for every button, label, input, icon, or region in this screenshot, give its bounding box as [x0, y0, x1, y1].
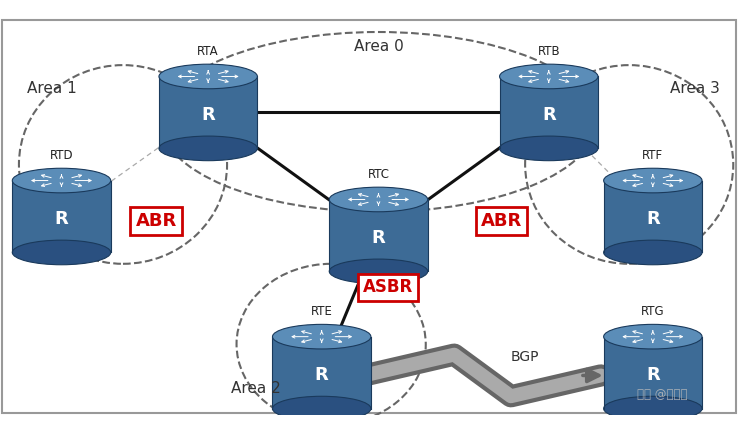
FancyBboxPatch shape [329, 200, 427, 271]
Ellipse shape [500, 64, 598, 89]
FancyBboxPatch shape [13, 181, 111, 252]
Ellipse shape [604, 168, 702, 193]
Text: ABR: ABR [481, 212, 522, 230]
Ellipse shape [604, 324, 702, 349]
Ellipse shape [159, 64, 258, 89]
Ellipse shape [159, 136, 258, 161]
Text: BGP: BGP [511, 349, 539, 364]
Text: R: R [315, 366, 328, 385]
Text: Area 1: Area 1 [27, 81, 77, 96]
Text: RTG: RTG [641, 305, 665, 318]
Text: ASBR: ASBR [363, 278, 413, 297]
Text: RTC: RTC [368, 168, 390, 181]
Ellipse shape [272, 324, 371, 349]
Text: RTB: RTB [537, 45, 560, 58]
Text: Area 0: Area 0 [354, 39, 404, 54]
FancyBboxPatch shape [272, 337, 371, 409]
FancyBboxPatch shape [604, 337, 702, 409]
Text: ABR: ABR [136, 212, 176, 230]
Ellipse shape [272, 396, 371, 421]
Text: R: R [542, 106, 556, 124]
Ellipse shape [329, 187, 427, 212]
Text: Area 2: Area 2 [230, 381, 280, 396]
Text: RTA: RTA [197, 45, 219, 58]
Ellipse shape [604, 240, 702, 265]
Text: R: R [646, 366, 660, 385]
FancyBboxPatch shape [159, 77, 258, 149]
Text: RTE: RTE [311, 305, 333, 318]
Text: RTF: RTF [642, 149, 663, 162]
Text: R: R [201, 106, 215, 124]
Ellipse shape [329, 259, 427, 284]
Ellipse shape [13, 240, 111, 265]
Text: R: R [372, 229, 385, 247]
Text: Area 3: Area 3 [671, 81, 720, 96]
Text: 知乎 @攻城尸: 知乎 @攻城尸 [637, 388, 688, 401]
Text: R: R [646, 210, 660, 228]
Ellipse shape [604, 396, 702, 421]
Text: R: R [55, 210, 69, 228]
FancyBboxPatch shape [604, 181, 702, 252]
FancyBboxPatch shape [500, 77, 598, 149]
Ellipse shape [500, 136, 598, 161]
Ellipse shape [13, 168, 111, 193]
Text: RTD: RTD [49, 149, 73, 162]
